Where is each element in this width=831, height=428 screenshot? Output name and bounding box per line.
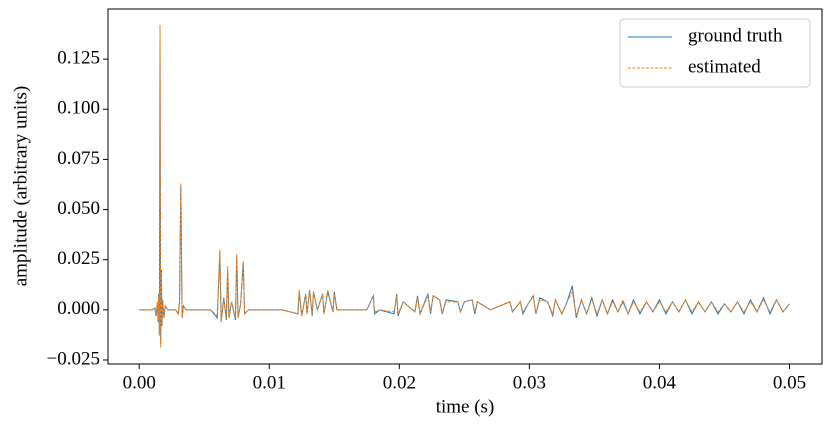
x-tick-label: 0.04 <box>643 372 677 393</box>
plot-frame <box>107 8 823 365</box>
y-tick-label: 0.125 <box>57 48 100 69</box>
y-tick-label: 0.075 <box>57 148 100 169</box>
x-tick-label: 0.01 <box>253 372 286 393</box>
legend-box <box>619 18 811 88</box>
x-tick-label: 0.00 <box>123 372 156 393</box>
plot-area <box>139 25 790 348</box>
x-tick-label: 0.03 <box>513 372 546 393</box>
y-tick-label: 0.025 <box>57 248 100 269</box>
legend-label: estimated <box>688 56 761 77</box>
y-tick-label: 0.050 <box>57 198 100 219</box>
x-axis-label: time (s) <box>436 396 495 417</box>
y-tick-label: 0.000 <box>57 298 100 319</box>
legend-label: ground truth <box>688 25 783 46</box>
y-tick-label: 0.100 <box>57 98 100 119</box>
y-tick-label: −0.025 <box>47 348 100 369</box>
y-axis-label: amplitude (arbitrary units) <box>10 86 31 287</box>
x-tick-label: 0.02 <box>383 372 416 393</box>
x-tick-label: 0.05 <box>773 372 806 393</box>
series-line <box>139 25 790 348</box>
